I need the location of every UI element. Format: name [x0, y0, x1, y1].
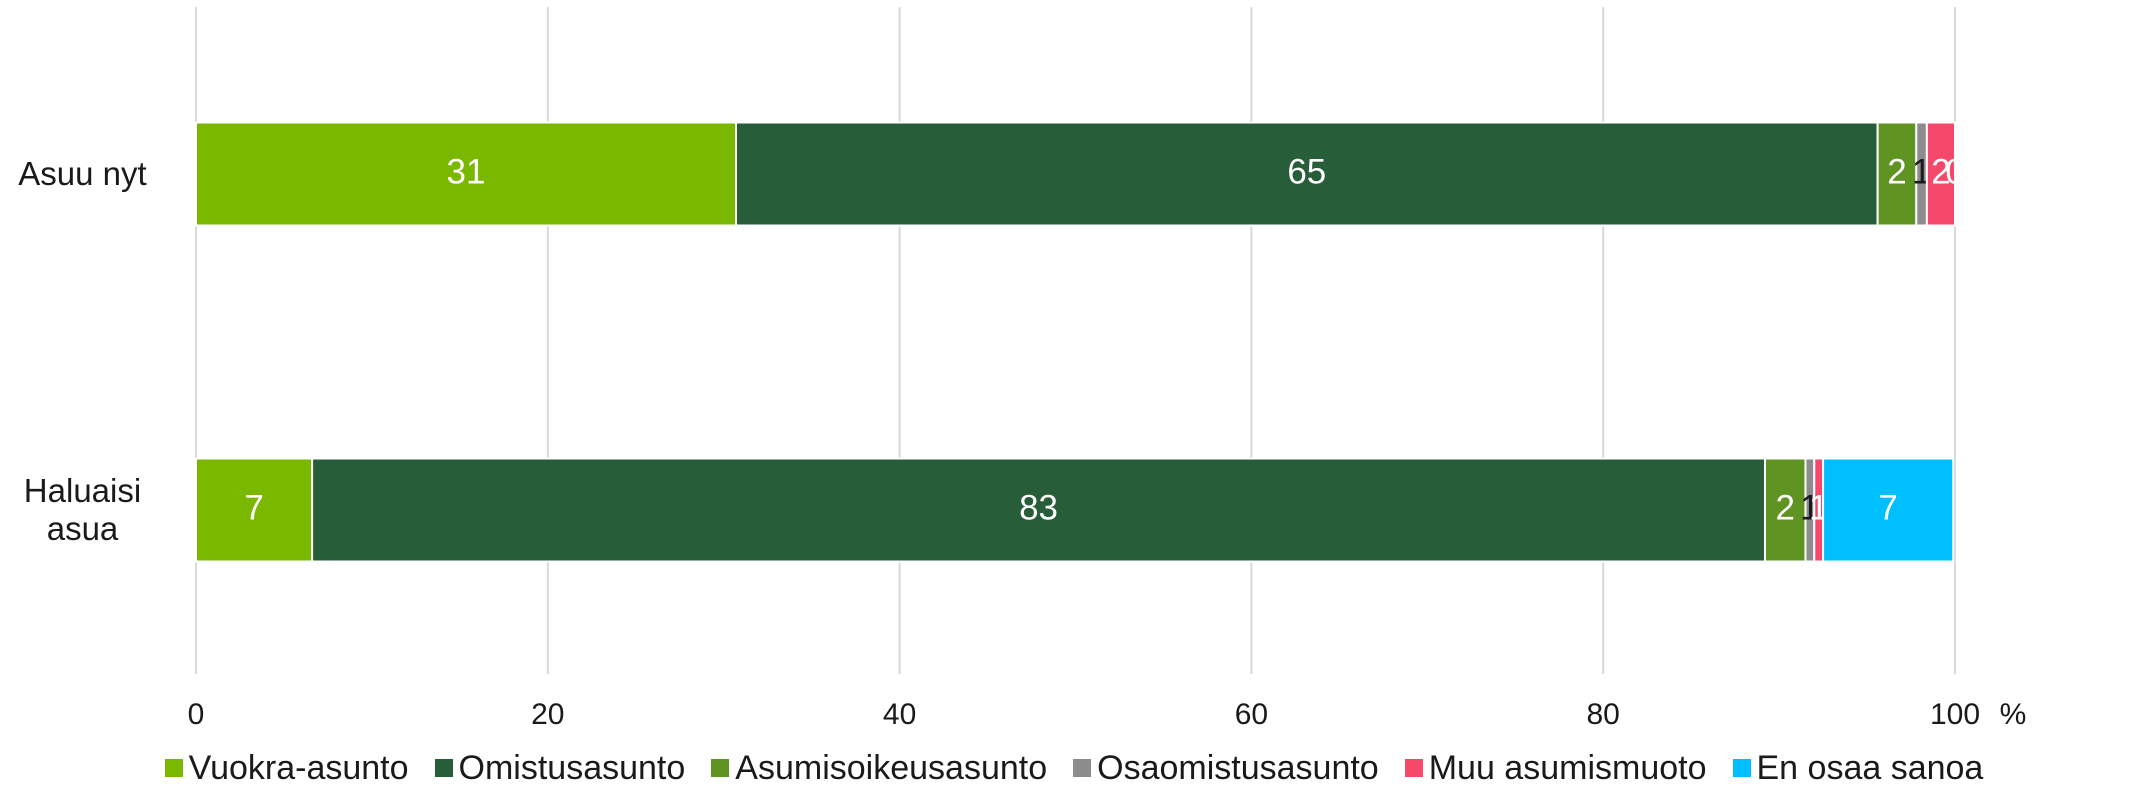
data-label: 7 [1878, 488, 1897, 527]
data-label: 83 [1019, 488, 1058, 527]
legend-label: Muu asumismuoto [1428, 748, 1707, 787]
x-tick-label: 100 [1930, 698, 1980, 731]
legend-swatch [434, 759, 453, 777]
legend-label: Omistusasunto [458, 748, 686, 787]
x-tick-label: 0 [188, 698, 205, 731]
chart: 0 20 40 60 80 100 %31 65 2 1 207 83 2 11 7 [188, 7, 2027, 731]
data-label: 2 [1931, 152, 1950, 191]
bar-segment [195, 121, 738, 227]
legend-swatch [164, 759, 183, 777]
legend: Vuokra-asunto Omistusasunto Asumisoikeusas… [0, 748, 2148, 788]
x-tick-label: 80 [1587, 698, 1620, 731]
data-label: 65 [1287, 152, 1326, 191]
legend-label: Asumisoikeusasunto [735, 748, 1048, 787]
bar-segment [1764, 457, 1807, 563]
legend-item: Asumisoikeusasunto [711, 749, 1047, 788]
x-tick-label: 20 [531, 698, 564, 731]
x-tick-label: 40 [883, 698, 916, 731]
legend-swatch [1073, 759, 1092, 777]
legend-item: Muu asumismuoto [1404, 748, 1707, 788]
data-label: 7 [244, 488, 263, 527]
legend-swatch [1732, 759, 1751, 777]
category-label: Haluaisi asua [23, 472, 142, 547]
data-label: 31 [447, 152, 486, 191]
legend-item: Vuokra-asunto [164, 748, 409, 788]
legend-swatch [711, 759, 730, 777]
legend-label: En osaa sanoa [1756, 748, 1984, 787]
legend-item: En osaa sanoa [1732, 748, 1984, 788]
bar-segment [1925, 121, 1956, 227]
legend-item: Omistusasunto [434, 748, 686, 788]
bar-segment [311, 457, 1767, 563]
bar-segment [195, 457, 314, 563]
bar-segment [1822, 457, 1955, 563]
legend-swatch [1404, 759, 1423, 777]
data-label: 2 [1776, 488, 1795, 527]
data-label: 0 [1945, 152, 1964, 191]
x-tick-label: 60 [1235, 698, 1268, 731]
legend-label: Osaomistusasunto [1097, 748, 1379, 787]
x-axis-unit: % [2000, 698, 2027, 731]
legend-item: Osaomistusasunto [1073, 749, 1379, 788]
legend-label: Vuokra-asunto [188, 748, 409, 787]
category-label: Asuu nyt [18, 155, 147, 192]
data-label: 2 [1887, 152, 1906, 191]
